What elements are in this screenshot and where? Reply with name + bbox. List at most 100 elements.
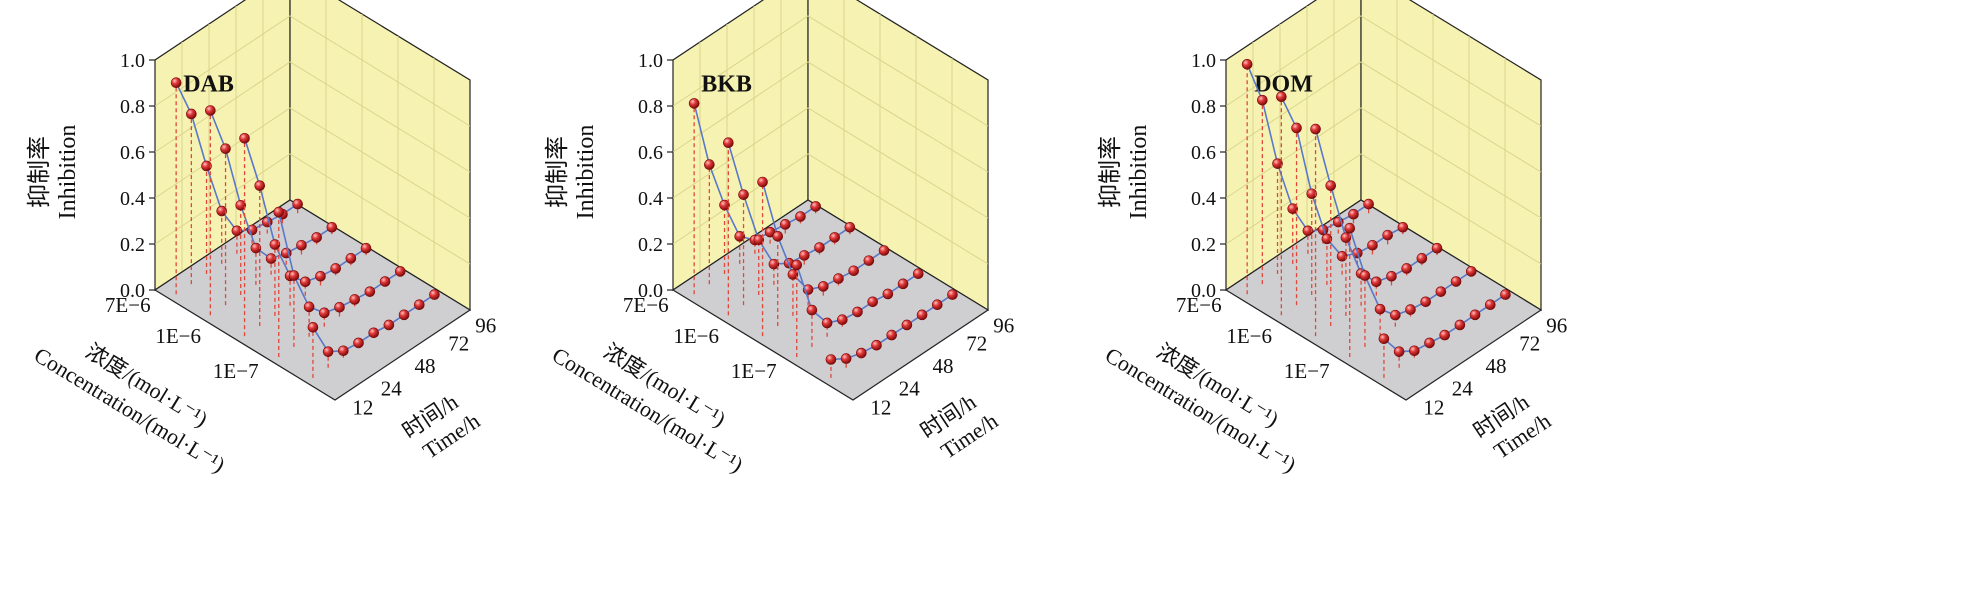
data-point — [269, 239, 281, 250]
data-point — [205, 105, 216, 116]
wall-gridline — [1225, 107, 1542, 219]
z-tick-label: 0.2 — [120, 234, 145, 256]
data-point — [795, 211, 806, 222]
data-point — [201, 160, 212, 172]
data-point — [364, 286, 376, 297]
data-point — [1367, 239, 1378, 251]
z-axis-label-cn: 抑制率 — [26, 136, 53, 208]
data-point — [254, 180, 266, 191]
data-point — [753, 234, 765, 246]
data-point — [220, 143, 231, 154]
data-point — [360, 242, 372, 254]
y-tick-label: 96 — [1546, 314, 1567, 338]
y-tick-label: 48 — [933, 354, 954, 378]
z-tick-label: 0.8 — [638, 96, 663, 118]
data-point — [1390, 309, 1401, 321]
data-point — [1287, 203, 1299, 215]
data-point — [704, 159, 715, 170]
data-point — [345, 253, 357, 264]
data-point — [319, 307, 330, 319]
data-point — [231, 225, 243, 237]
z-tick-label: 1.0 — [120, 50, 145, 72]
y-tick-label: 72 — [966, 332, 987, 356]
data-point — [383, 319, 395, 331]
data-point — [288, 270, 300, 281]
data-point — [814, 242, 825, 253]
data-point — [1439, 329, 1451, 341]
data-point — [379, 276, 391, 287]
z-axis-title: 抑制率 Inhibition — [544, 125, 599, 220]
z-tick-label: 0.8 — [120, 96, 145, 118]
z-axis-title: 抑制率 Inhibition — [1097, 125, 1152, 220]
data-point — [886, 329, 898, 341]
data-point — [867, 296, 878, 308]
data-point — [806, 304, 818, 316]
data-point — [1374, 303, 1386, 315]
data-point — [837, 314, 848, 326]
data-point — [840, 353, 852, 364]
data-point — [353, 337, 364, 349]
data-point — [810, 201, 821, 212]
data-point — [719, 199, 730, 211]
data-point — [856, 347, 867, 359]
panel-title: DAB — [183, 72, 234, 98]
z-tick-label: 1.0 — [1191, 50, 1216, 72]
data-point — [334, 301, 345, 313]
data-point — [882, 288, 894, 300]
data-point — [1310, 123, 1321, 135]
data-point — [817, 281, 829, 292]
data-point — [1370, 276, 1382, 288]
data-point — [1378, 333, 1390, 345]
data-point — [1469, 309, 1481, 321]
data-point — [1450, 276, 1462, 287]
data-point — [1416, 253, 1428, 264]
data-point — [1344, 222, 1356, 234]
y-tick-label: 48 — [1486, 354, 1507, 378]
data-point — [265, 253, 277, 264]
data-point — [1465, 266, 1477, 277]
data-point — [833, 273, 844, 284]
data-point — [738, 189, 749, 200]
data-point — [947, 289, 958, 300]
x-tick-label: 1E−7 — [1284, 359, 1330, 383]
data-point — [848, 265, 859, 277]
x-tick-label: 1E−6 — [155, 324, 201, 348]
z-tick-label: 0.6 — [638, 142, 663, 164]
z-tick-label: 0.6 — [1191, 142, 1216, 164]
wall-gridline — [154, 15, 471, 127]
z-tick-label: 0.0 — [638, 280, 663, 302]
wall-gridline — [154, 153, 471, 265]
data-point — [931, 299, 943, 311]
data-point — [299, 276, 311, 288]
data-point — [1397, 222, 1409, 233]
data-point — [398, 309, 410, 321]
z-tick-label: 0.0 — [1191, 280, 1216, 302]
data-point — [1454, 319, 1466, 331]
data-point — [1409, 345, 1420, 357]
data-point — [844, 222, 856, 233]
data-point — [307, 321, 319, 333]
y-tick-label: 12 — [870, 395, 891, 419]
data-point — [1257, 94, 1268, 106]
data-point — [1484, 299, 1496, 311]
data-point — [878, 245, 890, 256]
data-point — [1336, 250, 1348, 262]
data-point — [235, 199, 247, 211]
z-tick-label: 0.4 — [638, 188, 663, 210]
z-tick-label: 0.4 — [120, 188, 145, 210]
data-point — [787, 269, 799, 280]
data-point — [292, 198, 303, 210]
data-point — [821, 317, 833, 329]
data-point — [1393, 346, 1405, 357]
data-point — [688, 98, 700, 109]
x-tick-label: 1E−6 — [1226, 324, 1272, 348]
data-point — [757, 176, 768, 188]
wall-gridline — [672, 61, 989, 173]
data-point — [901, 319, 913, 331]
data-point — [296, 239, 307, 251]
data-point — [791, 259, 803, 271]
